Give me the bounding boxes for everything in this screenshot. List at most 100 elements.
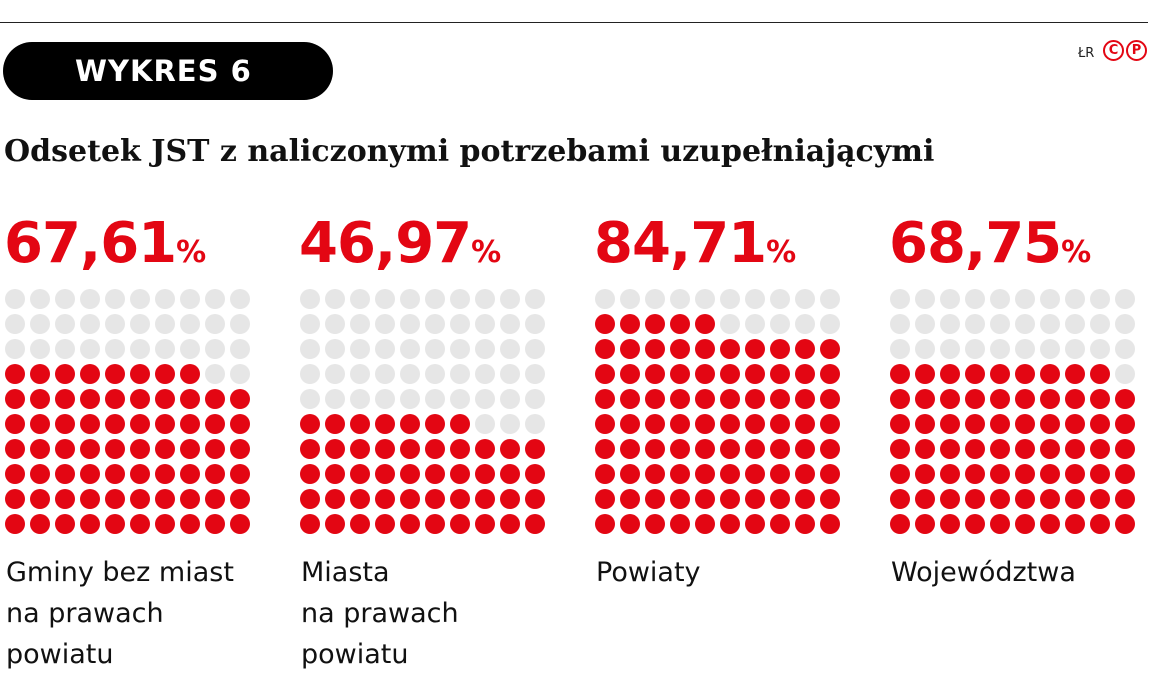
filled-dot xyxy=(180,389,200,409)
filled-dot xyxy=(80,464,100,484)
empty-dot xyxy=(820,289,840,309)
filled-dot xyxy=(595,364,615,384)
filled-dot xyxy=(770,389,790,409)
filled-dot xyxy=(80,389,100,409)
empty-dot xyxy=(1015,339,1035,359)
empty-dot xyxy=(450,389,470,409)
filled-dot xyxy=(350,439,370,459)
label-line: Powiaty xyxy=(596,557,701,588)
empty-dot xyxy=(400,339,420,359)
filled-dot xyxy=(1115,389,1135,409)
filled-dot xyxy=(620,339,640,359)
empty-dot xyxy=(425,289,445,309)
label-line: powiatu xyxy=(6,639,114,670)
empty-dot xyxy=(105,339,125,359)
filled-dot xyxy=(1115,489,1135,509)
filled-dot xyxy=(820,439,840,459)
filled-dot xyxy=(940,514,960,534)
filled-dot xyxy=(180,364,200,384)
filled-dot xyxy=(1090,414,1110,434)
filled-dot xyxy=(55,389,75,409)
filled-dot xyxy=(990,464,1010,484)
filled-dot xyxy=(595,464,615,484)
filled-dot xyxy=(155,514,175,534)
filled-dot xyxy=(770,339,790,359)
filled-dot xyxy=(745,489,765,509)
filled-dot xyxy=(80,489,100,509)
empty-dot xyxy=(230,314,250,334)
filled-dot xyxy=(450,439,470,459)
empty-dot xyxy=(525,389,545,409)
filled-dot xyxy=(1065,489,1085,509)
waffle-grid xyxy=(595,289,840,534)
empty-dot xyxy=(500,314,520,334)
value-text: 68,75 xyxy=(889,211,1062,276)
filled-dot xyxy=(770,364,790,384)
filled-dot xyxy=(375,464,395,484)
empty-dot xyxy=(155,314,175,334)
filled-dot xyxy=(105,389,125,409)
empty-dot xyxy=(375,314,395,334)
filled-dot xyxy=(1040,389,1060,409)
filled-dot xyxy=(890,489,910,509)
empty-dot xyxy=(105,289,125,309)
filled-dot xyxy=(990,389,1010,409)
filled-dot xyxy=(670,389,690,409)
filled-dot xyxy=(990,489,1010,509)
empty-dot xyxy=(525,289,545,309)
empty-dot xyxy=(325,339,345,359)
filled-dot xyxy=(450,414,470,434)
empty-dot xyxy=(230,289,250,309)
filled-dot xyxy=(205,514,225,534)
category-label: Miasta na prawach powiatu xyxy=(301,552,571,675)
filled-dot xyxy=(890,439,910,459)
filled-dot xyxy=(1115,414,1135,434)
label-line: Województwa xyxy=(891,557,1076,588)
filled-dot xyxy=(820,514,840,534)
filled-dot xyxy=(820,389,840,409)
filled-dot xyxy=(400,439,420,459)
empty-dot xyxy=(525,414,545,434)
filled-dot xyxy=(965,389,985,409)
empty-dot xyxy=(525,364,545,384)
filled-dot xyxy=(720,514,740,534)
filled-dot xyxy=(745,364,765,384)
empty-dot xyxy=(325,389,345,409)
empty-dot xyxy=(375,339,395,359)
empty-dot xyxy=(500,414,520,434)
waffle-grid xyxy=(5,289,250,534)
filled-dot xyxy=(890,464,910,484)
empty-dot xyxy=(205,289,225,309)
empty-dot xyxy=(80,339,100,359)
filled-dot xyxy=(130,439,150,459)
filled-dot xyxy=(300,414,320,434)
filled-dot xyxy=(30,514,50,534)
filled-dot xyxy=(105,364,125,384)
copyright-logo: C P xyxy=(1103,40,1147,61)
filled-dot xyxy=(55,364,75,384)
filled-dot xyxy=(965,439,985,459)
empty-dot xyxy=(1065,289,1085,309)
unit-text: % xyxy=(1061,235,1091,270)
filled-dot xyxy=(230,414,250,434)
empty-dot xyxy=(350,314,370,334)
filled-dot xyxy=(940,389,960,409)
filled-dot xyxy=(795,414,815,434)
filled-dot xyxy=(1115,439,1135,459)
filled-dot xyxy=(595,439,615,459)
empty-dot xyxy=(475,414,495,434)
filled-dot xyxy=(645,389,665,409)
filled-dot xyxy=(105,439,125,459)
empty-dot xyxy=(80,289,100,309)
filled-dot xyxy=(770,439,790,459)
filled-dot xyxy=(350,414,370,434)
filled-dot xyxy=(30,439,50,459)
percentage-value: 46,97% xyxy=(299,212,569,285)
unit-text: % xyxy=(766,235,796,270)
filled-dot xyxy=(375,414,395,434)
empty-dot xyxy=(350,339,370,359)
empty-dot xyxy=(425,389,445,409)
empty-dot xyxy=(325,314,345,334)
filled-dot xyxy=(230,514,250,534)
filled-dot xyxy=(595,514,615,534)
